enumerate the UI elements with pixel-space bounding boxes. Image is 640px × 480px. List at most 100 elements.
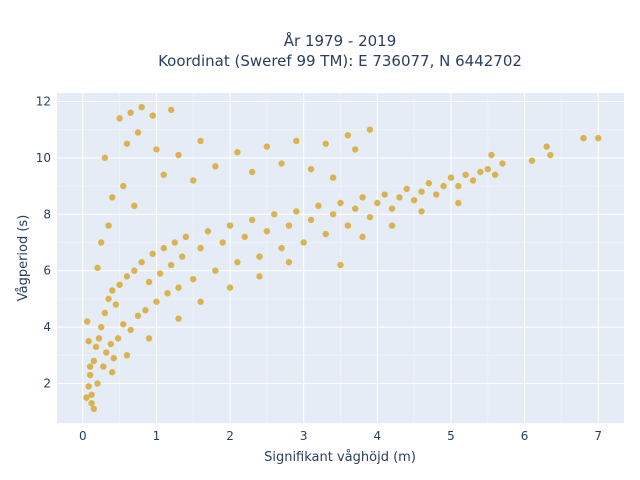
data-point [547,151,554,159]
y-tick-label: 12 [36,94,51,108]
data-point [123,140,131,147]
data-point [197,244,204,252]
data-point [219,239,226,246]
data-point [160,244,167,252]
data-point [337,261,344,269]
data-point [477,168,484,176]
chart-title-line-1: År 1979 - 2019 [284,31,397,50]
data-point [307,165,315,173]
data-point [359,194,366,201]
data-point [528,157,536,164]
data-point [92,343,100,351]
data-point [256,273,263,280]
data-point [94,264,101,272]
data-point [263,143,271,150]
data-point [142,306,149,314]
x-tick-label: 3 [300,429,308,443]
x-tick-label: 1 [153,429,161,443]
data-point [344,222,352,229]
y-tick-label: 6 [43,264,51,278]
data-point [164,290,171,297]
data-point [127,109,134,116]
data-point [248,216,256,224]
x-axis-title: Signifikant våghöjd (m) [264,450,416,465]
y-tick-label: 4 [43,320,51,334]
data-point [145,278,153,286]
data-point [307,216,315,224]
data-point [352,205,359,212]
data-point [388,222,396,229]
y-tick-label: 10 [36,151,51,165]
x-tick-label: 7 [594,429,602,443]
x-tick-label: 0 [79,429,87,443]
data-point [149,250,156,257]
data-point [178,253,186,260]
data-point [403,185,410,193]
data-point [580,134,587,142]
data-point [234,259,241,266]
x-tick-label: 5 [447,429,455,443]
data-point [418,208,425,215]
data-point [433,191,440,198]
data-point [455,199,462,207]
data-point [95,335,103,342]
y-tick-label: 8 [43,207,51,221]
data-point [83,394,90,401]
data-point [388,205,396,212]
data-point [134,312,142,320]
data-point [212,267,219,274]
data-point [329,211,337,218]
data-point [105,222,112,229]
data-point [86,371,94,379]
data-point [153,146,160,153]
x-tick-label: 6 [521,429,529,443]
data-point [484,165,491,173]
point-layer [83,103,602,413]
data-point [110,354,117,362]
data-point [83,318,91,325]
data-point [97,239,105,246]
data-point [109,287,116,294]
data-point [381,191,388,198]
data-point [366,126,374,133]
data-point [315,202,322,210]
data-point [109,369,116,376]
data-point [344,132,352,139]
data-point [88,391,95,398]
data-point [197,137,204,145]
data-point [418,188,425,195]
data-point [278,160,285,167]
data-point [156,270,164,277]
data-point [120,182,127,190]
data-point [455,182,462,190]
data-point [90,405,98,413]
data-point [120,321,127,328]
data-point [322,230,329,238]
data-point [101,154,109,162]
data-point [241,233,248,241]
x-tick-label: 4 [373,429,381,443]
data-point [112,301,120,308]
data-point [462,171,469,178]
data-point [488,151,495,159]
data-point [167,106,175,114]
data-point [352,146,359,153]
data-point [204,228,212,235]
data-point [499,160,506,167]
data-point [107,340,114,348]
data-point [105,295,112,303]
data-point [595,134,602,142]
data-point [175,151,182,159]
data-point [293,137,300,145]
data-point [100,363,107,370]
data-point [410,196,418,204]
data-point [256,253,263,260]
data-point [134,129,142,136]
data-point [447,174,455,181]
data-point [88,400,95,407]
y-tick-label: 2 [43,377,51,391]
data-point [86,363,94,370]
data-point [440,182,447,190]
